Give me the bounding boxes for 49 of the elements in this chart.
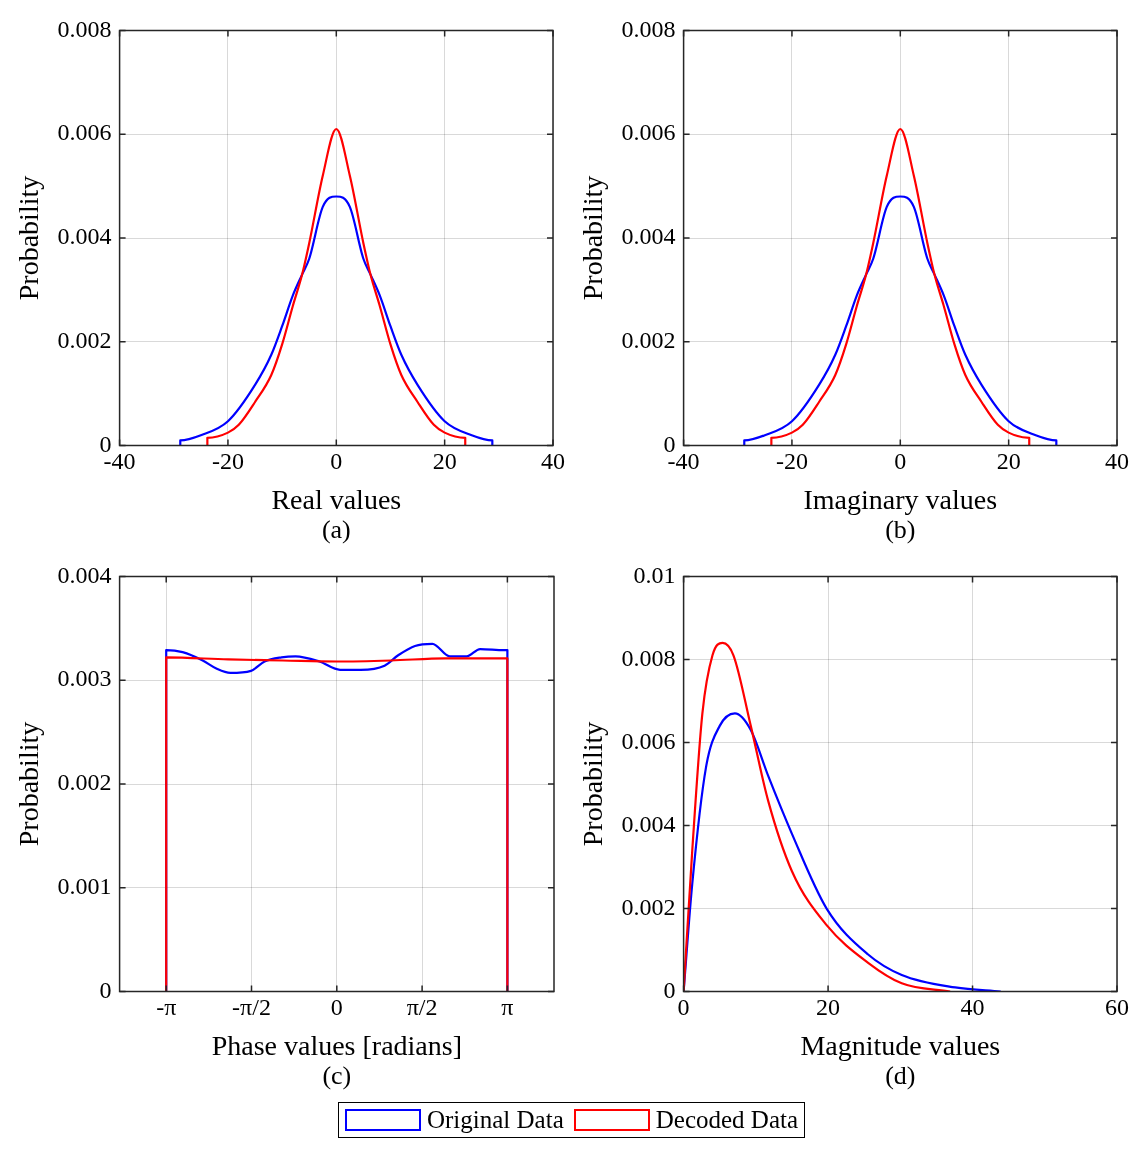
x-tick-label: -20 [211,448,244,475]
y-tick-label: 0.006 [57,119,112,146]
x-tick-label: 40 [541,448,565,475]
x-tick-label: 0 [330,448,343,475]
y-tick-label: 0.008 [621,15,676,42]
x-axis-title: Magnitude values [800,1029,1001,1061]
x-tick-label: 20 [996,448,1021,475]
y-tick-label: 0 [99,976,112,1003]
text: (a) [321,514,351,544]
y-axis-title: Probability [13,175,45,301]
x-tick-label: -π/2 [232,994,271,1021]
y-tick-label: 0.006 [621,727,676,754]
y-tick-label: 0.008 [621,644,676,671]
x-tick-label: π/2 [406,994,438,1021]
y-tick-label: 0 [663,976,676,1003]
legend-label: Original Data [426,1106,564,1134]
text: (b) [885,514,916,544]
x-tick-label: 40 [960,994,985,1021]
y-tick-label: 0.002 [57,769,112,796]
y-tick-label: 0.01 [633,561,676,588]
y-tick-label: 0.004 [621,223,676,250]
x-axis-title: Imaginary values [803,483,998,515]
y-tick-label: 0.004 [57,561,112,588]
x-tick-label: 0 [894,448,907,475]
x-tick-label: 20 [816,994,841,1021]
x-tick-label: 20 [432,448,457,475]
x-axis-title: Real values [271,483,402,515]
x-tick-label: 40 [1105,448,1129,475]
y-tick-label: 0.006 [621,119,676,146]
y-axis-title: Probability [13,721,45,847]
y-tick-label: 0.004 [57,223,112,250]
x-tick-label: 0 [330,994,343,1021]
text: (c) [322,1060,352,1090]
x-tick-label: -20 [775,448,808,475]
x-tick-label: π [501,994,514,1021]
x-axis-title: Phase values [radians] [211,1029,462,1061]
x-tick-label: 60 [1105,994,1129,1021]
text: (d) [885,1060,916,1090]
x-tick-label: -π [156,994,177,1021]
y-tick-label: 0.003 [57,665,112,692]
y-tick-label: 0.001 [57,873,112,900]
y-tick-label: 0.004 [621,810,676,837]
y-axis-title: Probability [577,175,609,301]
y-tick-label: 0.002 [57,327,112,354]
y-axis-title: Probability [577,721,609,847]
legend-label: Decoded Data [655,1106,799,1134]
y-tick-label: 0.008 [57,15,112,42]
y-tick-label: 0.002 [621,327,676,354]
y-tick-label: 0.002 [621,893,676,920]
